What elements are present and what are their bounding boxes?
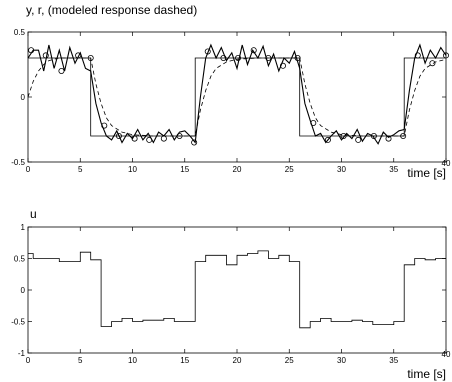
series-marker (414, 52, 421, 59)
y-tick-label: -0.5 (11, 318, 25, 327)
series-line-0 (28, 57, 446, 137)
series-marker (340, 132, 347, 139)
top-panel: y, r, (modeled response dashed) 0.50-0.5… (11, 3, 451, 180)
x-tick-label: 20 (233, 165, 242, 174)
bottom-plot-frame (27, 226, 447, 354)
series-marker (58, 68, 65, 75)
bottom-panel: u 1 0.5 0 -0.5 -1 0 5 10 15 20 25 30 35 40 time [s] (11, 207, 451, 381)
series-marker (220, 55, 227, 62)
x-tick-label: 0 (26, 356, 31, 365)
series-marker (324, 136, 331, 143)
y-tick-label: 0 (21, 93, 26, 102)
bottom-title: u (30, 207, 37, 221)
top-x-label: time [s] (407, 166, 446, 180)
series-marker (42, 52, 49, 59)
series-marker (235, 55, 242, 62)
y-tick-label: 1 (21, 223, 26, 232)
x-tick-label: 35 (389, 165, 398, 174)
top-y-ticks: 0.5 0 -0.5 (11, 28, 446, 167)
x-tick-label: 25 (285, 165, 294, 174)
series-marker (370, 132, 377, 139)
series-marker (294, 55, 301, 62)
series-marker (385, 135, 392, 142)
series-marker (250, 47, 257, 54)
series-marker (115, 132, 122, 139)
x-tick-label: 0 (26, 165, 31, 174)
series-line-0 (28, 250, 446, 329)
x-tick-label: 30 (337, 356, 346, 365)
x-tick-label: 25 (285, 356, 294, 365)
x-tick-label: 20 (233, 356, 242, 365)
bottom-series (28, 250, 446, 329)
x-tick-label: 40 (442, 350, 451, 359)
series-marker (400, 132, 407, 139)
series-marker (429, 60, 436, 67)
y-tick-label: 0 (21, 286, 26, 295)
series-marker (355, 136, 362, 143)
series-marker (28, 47, 35, 54)
series-marker (279, 62, 286, 69)
x-tick-label: 5 (78, 356, 83, 365)
x-tick-label: 5 (78, 165, 83, 174)
series-marker (160, 135, 167, 142)
series-marker (442, 52, 449, 59)
series-marker (265, 55, 272, 62)
bottom-y-ticks: 1 0.5 0 -0.5 -1 (11, 223, 446, 358)
x-tick-label: 15 (180, 165, 189, 174)
series-marker (131, 135, 138, 142)
top-x-ticks: 0 5 10 15 20 25 30 35 40 (26, 32, 451, 174)
top-title: y, r, (modeled response dashed) (26, 3, 197, 17)
x-tick-label: 15 (180, 356, 189, 365)
bottom-x-label: time [s] (407, 367, 446, 381)
series-marker (204, 48, 211, 55)
series-marker (75, 52, 82, 59)
y-tick-label: -0.5 (11, 158, 25, 167)
x-tick-label: 35 (389, 356, 398, 365)
y-tick-label: 0.5 (14, 255, 26, 264)
series-marker (191, 139, 198, 146)
series-marker (176, 132, 183, 139)
bottom-x-ticks: 0 5 10 15 20 25 30 35 40 (26, 227, 451, 365)
series-marker (87, 55, 94, 62)
series-marker (146, 136, 153, 143)
y-tick-label: 0.5 (14, 28, 26, 37)
x-tick-label: 40 (442, 159, 451, 168)
x-tick-label: 30 (337, 165, 346, 174)
x-tick-label: 10 (128, 165, 137, 174)
series-marker (101, 122, 108, 129)
top-series (27, 43, 449, 146)
series-line-2 (27, 43, 447, 145)
y-tick-label: -1 (18, 349, 26, 358)
x-tick-label: 10 (128, 356, 137, 365)
series-marker (310, 120, 317, 127)
